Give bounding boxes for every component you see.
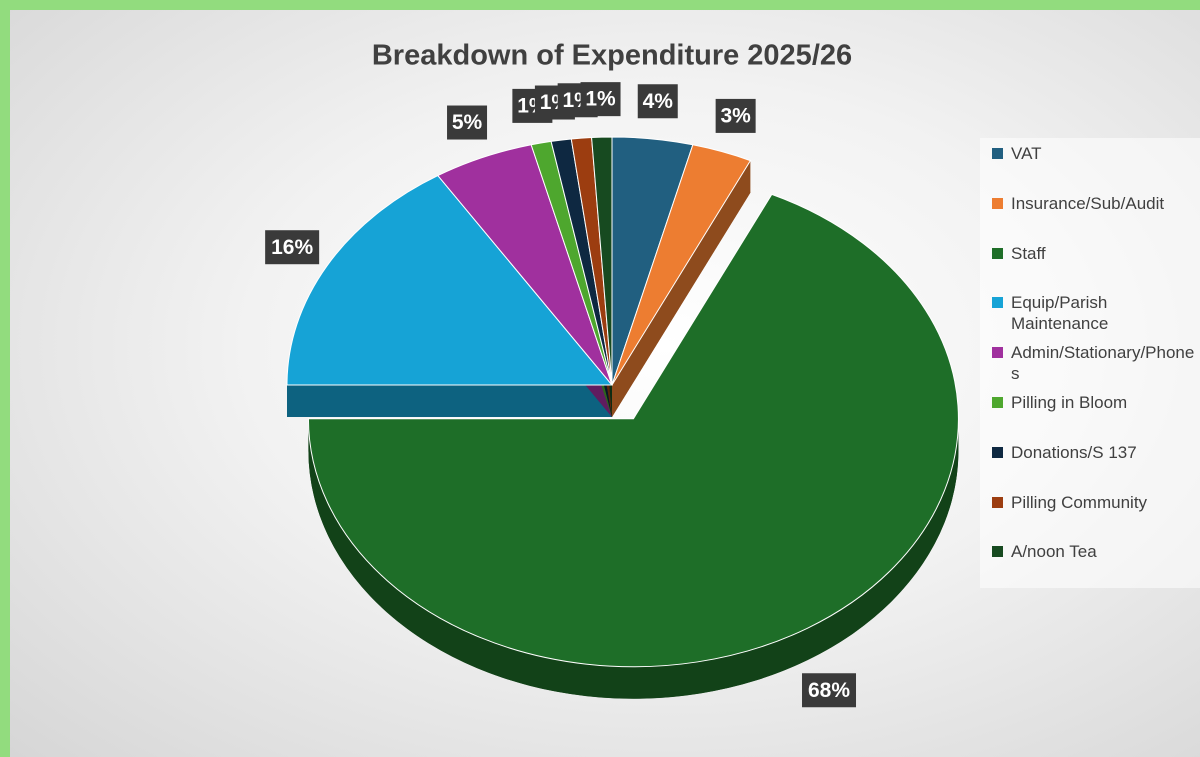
legend-entry: Pilling Community (992, 492, 1192, 542)
slice-face (287, 385, 612, 417)
slice (286, 174, 614, 386)
data-label-box (447, 105, 488, 140)
data-label-box (580, 82, 621, 117)
slice-face (612, 160, 751, 417)
legend-swatch (992, 397, 1003, 408)
legend-entry: Insurance/Sub/Audit (992, 193, 1192, 243)
data-label: 3% (720, 104, 751, 127)
legend-entry: Donations/S 137 (992, 442, 1192, 492)
slice (611, 144, 752, 386)
legend-swatch (992, 546, 1003, 558)
legend-swatch (992, 247, 1003, 259)
legend-label: Staff (1011, 243, 1046, 263)
data-label: 5% (452, 111, 483, 134)
legend-label: Pilling in Bloom (1011, 393, 1128, 412)
data-label-box (637, 84, 678, 119)
legend-swatch (992, 148, 1003, 159)
data-label-box (265, 230, 320, 265)
legend-entry: Pilling in Bloom (992, 392, 1192, 442)
legend-label: Insurance/Sub/Audit (1011, 193, 1165, 213)
legend-entry: Equip/Parish Maintenance (992, 292, 1192, 342)
legend-swatch (992, 297, 1003, 309)
legend-label: Admin/Stationary/Phones (1011, 343, 1195, 384)
legend-swatch (992, 446, 1003, 458)
legend-swatch (992, 197, 1003, 209)
data-label: 16% (271, 236, 313, 259)
legend-entry: VAT (992, 143, 1192, 193)
data-label-box (715, 98, 756, 133)
legend-label: A/noon Tea (1011, 542, 1097, 562)
legend-entry: A/noon Tea (992, 541, 1192, 591)
legend: VAT Insurance/Sub/Audit Staff Equip/Parish … (980, 138, 1200, 588)
legend-label: Donations/S 137 (1011, 442, 1137, 462)
legend-label: Equip/Parish Maintenance (1011, 293, 1109, 334)
data-label: 68% (808, 679, 850, 702)
legend-label: Pilling Community (1011, 492, 1148, 512)
chart-title: Breakdown of Expenditure 2025/26 (372, 40, 852, 72)
data-label-box (802, 673, 857, 708)
slice (591, 136, 613, 386)
legend-entry: Admin/Stationary/Phones (992, 342, 1194, 392)
legend-entry: Staff (992, 243, 1192, 293)
data-label: 1% (585, 88, 616, 111)
legend-label: VAT (1011, 144, 1042, 163)
legend-swatch (992, 347, 1003, 359)
data-label: 4% (643, 90, 674, 113)
slice (307, 193, 959, 668)
legend-swatch (992, 496, 1003, 508)
